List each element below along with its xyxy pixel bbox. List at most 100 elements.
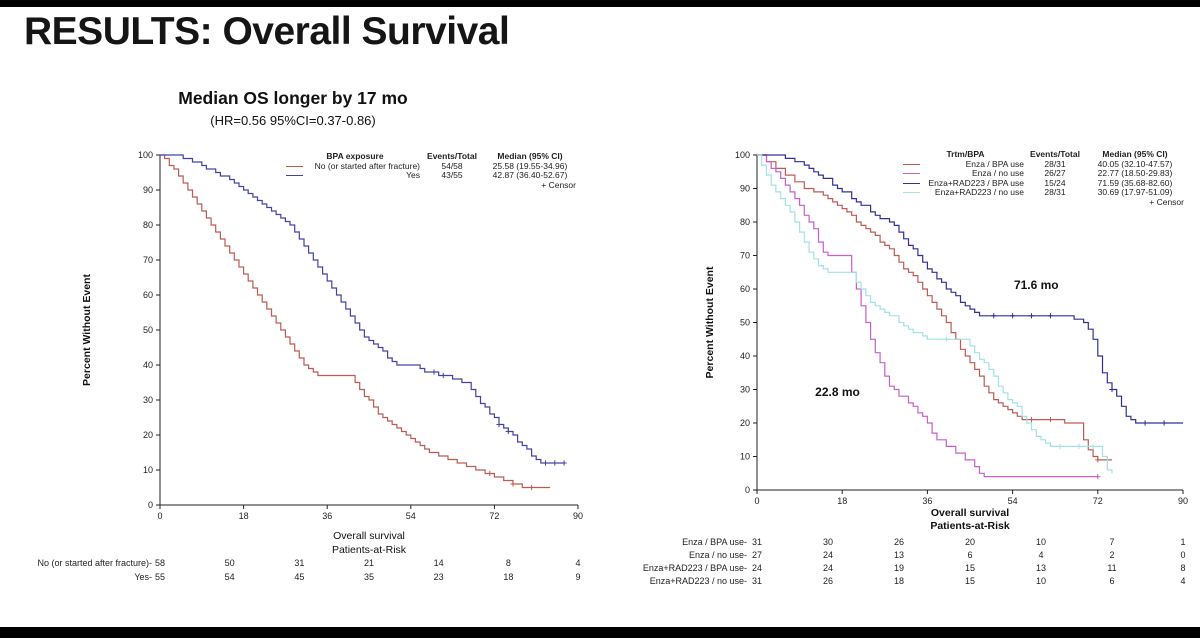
legend-series-median: 30.69 (17.97-51.09) — [1097, 187, 1173, 198]
x-tick-label: 54 — [406, 511, 416, 521]
y-tick-label: 90 — [143, 185, 153, 195]
x-tick-label: 0 — [157, 511, 162, 521]
censor-mark — [1142, 420, 1148, 426]
legend-swatch-cell — [286, 162, 306, 172]
censor-mark — [1047, 417, 1054, 423]
legend-series-median: 71.59 (35.68-82.60) — [1097, 177, 1173, 188]
left-chart-title: Median OS longer by 17 mo — [178, 88, 408, 108]
risk-count: 13 — [1035, 563, 1046, 573]
risk-count: 50 — [224, 558, 235, 568]
left-chart-subtitle: (HR=0.56 95%CI=0.37-0.86) — [210, 113, 376, 128]
legend-series-median: 40.05 (32.10-47.57) — [1097, 158, 1173, 169]
legend-series-label: Enza+RAD223 / BPA use — [928, 177, 1024, 188]
axis-frame — [159, 155, 578, 506]
risk-count: 55 — [154, 572, 165, 582]
censor-mark — [1076, 443, 1082, 450]
censor-mark — [1161, 420, 1167, 426]
risk-count: 4 — [575, 558, 581, 568]
y-tick-label: 100 — [735, 150, 750, 160]
y-tick-label: 40 — [143, 360, 153, 370]
risk-count: 2 — [1109, 550, 1115, 560]
y-tick-label: 10 — [740, 452, 750, 462]
risk-count: 1 — [1180, 537, 1186, 547]
page-title: RESULTS: Overall Survival — [24, 10, 510, 53]
legend-swatch-cell — [286, 171, 306, 181]
legend-series-events: 54/58 — [441, 160, 463, 171]
legend-group-header: Trtm/BPA — [946, 149, 985, 159]
legend-series-events: 15/24 — [1044, 177, 1066, 188]
risk-row-label: Enza+RAD223 / BPA use- — [642, 563, 747, 573]
legend-line-swatch — [903, 163, 920, 165]
censor-mark — [510, 481, 516, 487]
y-tick-label: 0 — [745, 485, 750, 495]
letterbox-bottom-bar — [0, 627, 1200, 638]
risk-count: 27 — [751, 550, 762, 560]
risk-count: 0 — [1180, 550, 1186, 560]
legend-events-header: Events/Total — [1030, 149, 1080, 159]
legend-events-header: Events/Total — [427, 151, 477, 161]
km-curve — [757, 154, 1113, 474]
risk-count: 11 — [1107, 563, 1117, 573]
risk-count: 26 — [822, 576, 833, 586]
y-tick-label: 20 — [740, 418, 750, 428]
legend-line-swatch — [286, 165, 303, 167]
risk-count: 8 — [505, 558, 511, 568]
x-tick-label: 90 — [1178, 496, 1188, 506]
censor-mark — [496, 421, 502, 428]
risk-count: 18 — [893, 576, 904, 586]
legend-series-events: 28/31 — [1044, 187, 1066, 198]
x-tick-label: 54 — [1008, 496, 1018, 506]
legend-median-header: Median (95% CI) — [497, 151, 563, 161]
censor-mark — [1090, 443, 1096, 450]
y-tick-label: 60 — [143, 290, 153, 300]
censor-mark — [542, 460, 549, 466]
x-tick-label: 18 — [239, 511, 249, 521]
x-tick-label: 72 — [489, 511, 499, 521]
risk-count: 23 — [433, 572, 444, 582]
y-tick-label: 50 — [143, 325, 153, 335]
risk-count: 24 — [822, 563, 833, 573]
risk-count: 7 — [1109, 537, 1115, 547]
y-tick-label: 80 — [740, 217, 750, 227]
legend-series-median: 42.87 (36.40-52.67) — [492, 170, 568, 181]
y-tick-label: 60 — [740, 284, 750, 294]
y-tick-label: 90 — [740, 184, 750, 194]
risk-count: 15 — [964, 563, 975, 573]
y-tick-label: 30 — [143, 395, 153, 405]
legend-line-swatch — [903, 182, 920, 184]
risk-count: 31 — [751, 576, 762, 586]
censor-mark — [440, 372, 446, 379]
y-tick-label: 20 — [143, 430, 153, 440]
censor-mark — [552, 460, 558, 466]
legend-swatch-cell — [903, 169, 921, 179]
y-tick-label: 100 — [138, 150, 153, 160]
left-km-plot: 0 10 20 30 40 50 60 70 80 90 100 0 18 36 54 72 90 Percent… — [81, 150, 583, 521]
risk-count: 14 — [433, 558, 444, 568]
y-tick-label: 70 — [143, 255, 153, 265]
risk-row-label: Enza / BPA use- — [682, 537, 747, 547]
censor-mark — [1109, 386, 1115, 393]
risk-count: 24 — [751, 563, 762, 573]
legend-series-label: Enza / BPA use — [965, 158, 1024, 169]
y-axis-label: Percent Without Event — [704, 266, 716, 378]
censor-mark — [1010, 313, 1016, 319]
risk-count: 18 — [503, 572, 514, 582]
letterbox-top-bar — [0, 0, 1200, 7]
legend-swatch-cell — [903, 160, 921, 170]
censor-mark — [1028, 417, 1035, 423]
y-tick-label: 10 — [143, 465, 153, 475]
censor-mark — [1028, 313, 1035, 319]
legend-series-median: 25.58 (19.55-34.96) — [492, 160, 568, 171]
risk-count: 10 — [1035, 537, 1046, 547]
legend-series-label: No (or started after fracture) — [314, 160, 420, 171]
median-annotation: 71.6 mo — [1014, 278, 1059, 292]
risk-count: 4 — [1038, 550, 1044, 560]
x-tick-label: 90 — [573, 511, 583, 521]
left-chart-heading: Median OS longer by 17 mo (HR=0.56 95%CI… — [123, 88, 463, 128]
risk-count: 6 — [1109, 576, 1115, 586]
x-tick-label: 0 — [754, 496, 759, 506]
risk-row-label: Yes- — [134, 572, 152, 582]
legend-series-label: Yes — [406, 170, 420, 181]
risk-count: 9 — [575, 572, 581, 582]
